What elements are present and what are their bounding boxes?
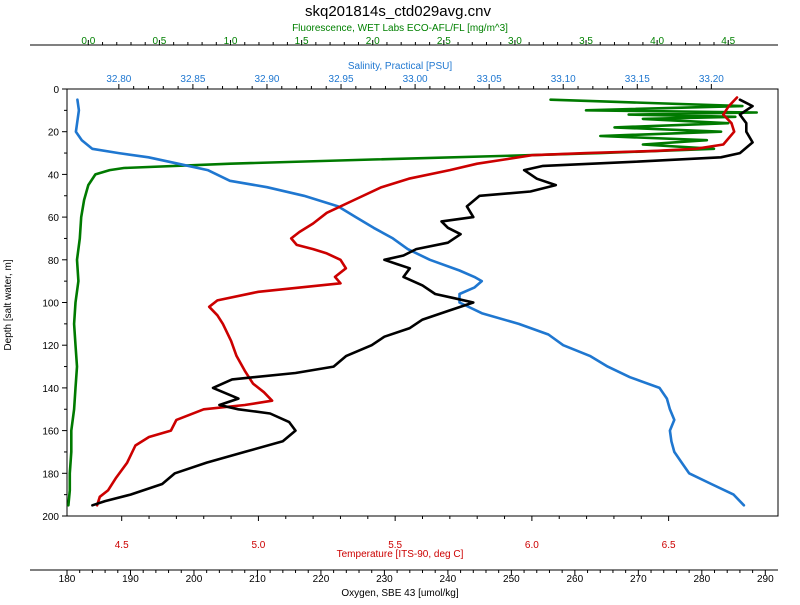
- salinity-tick-label: 33.05: [477, 74, 502, 85]
- y-tick-label: 80: [48, 256, 60, 267]
- y-tick-label: 20: [48, 128, 60, 139]
- plot-area: [66, 88, 779, 517]
- y-tick-label: 0: [53, 85, 59, 96]
- salinity-axis: 32.80 32.85 32.90 32.95 33.00 33.05 33.10 33.15…: [106, 61, 724, 89]
- axes-layer: 0 20 40 60 80 100 120 140 160 180 200 0.0 0.5 1.0 1.5 2…: [30, 23, 778, 599]
- salinity-profile-line: [74, 98, 746, 507]
- y-tick-label: 100: [42, 299, 59, 310]
- oxygen-axis-label: Oxygen, SBE 43 [umol/kg]: [341, 588, 459, 599]
- fluorescence-tick-label: 2.0: [366, 36, 380, 47]
- oxygen-tick-label: 260: [567, 574, 584, 585]
- temperature-tick-label: 4.5: [115, 540, 129, 551]
- oxygen-tick-label: 290: [757, 574, 774, 585]
- salinity-tick-label: 32.80: [106, 74, 131, 85]
- oxygen-tick-label: 250: [503, 574, 520, 585]
- y-tick-label: 200: [42, 512, 59, 523]
- fluorescence-profile-line: [67, 98, 759, 507]
- temperature-tick-label: 5.5: [388, 540, 402, 551]
- salinity-tick-label: 33.15: [625, 74, 650, 85]
- y-tick-label: 120: [42, 341, 59, 352]
- oxygen-tick-label: 210: [249, 574, 266, 585]
- oxygen-axis: 180 190 200 210 220 230 240 250 260 270 280 290 Oxyg…: [30, 569, 778, 599]
- oxygen-tick-label: 230: [376, 574, 393, 585]
- fluorescence-tick-label: 0.5: [152, 36, 166, 47]
- temperature-tick-label: 5.0: [251, 540, 265, 551]
- salinity-tick-label: 33.20: [699, 74, 724, 85]
- y-tick-label: 180: [42, 469, 59, 480]
- fluorescence-axis-label: Fluorescence, WET Labs ECO-AFL/FL [mg/m^…: [292, 23, 508, 34]
- temperature-axis: 4.5 5.0 5.5 6.0 6.5 Temperature [ITS-90, deg …: [115, 516, 676, 560]
- temperature-profile-line: [95, 96, 739, 507]
- salinity-tick-label: 32.90: [254, 74, 279, 85]
- temperature-tick-label: 6.0: [525, 540, 539, 551]
- oxygen-tick-label: 240: [440, 574, 457, 585]
- salinity-tick-label: 32.85: [180, 74, 205, 85]
- y-tick-label: 160: [42, 427, 59, 438]
- fluorescence-tick-label: 3.5: [579, 36, 593, 47]
- fluorescence-tick-label: 1.5: [295, 36, 309, 47]
- temperature-tick-label: 6.5: [662, 540, 676, 551]
- chart-title: skq201814s_ctd029avg.cnv: [305, 3, 491, 20]
- y-axis-label: Depth [salt water, m]: [3, 259, 14, 350]
- salinity-tick-label: 33.10: [551, 74, 576, 85]
- oxygen-tick-label: 220: [313, 574, 330, 585]
- oxygen-profile-line: [91, 98, 754, 507]
- y-tick-label: 140: [42, 384, 59, 395]
- fluorescence-tick-label: 0.0: [81, 36, 95, 47]
- oxygen-tick-label: 190: [122, 574, 139, 585]
- oxygen-tick-label: 270: [630, 574, 647, 585]
- fluorescence-tick-label: 3.0: [508, 36, 522, 47]
- y-tick-label: 60: [48, 213, 60, 224]
- oxygen-tick-label: 200: [186, 574, 203, 585]
- fluorescence-tick-label: 4.0: [650, 36, 664, 47]
- oxygen-tick-label: 180: [59, 574, 76, 585]
- salinity-tick-label: 32.95: [329, 74, 354, 85]
- salinity-axis-label: Salinity, Practical [PSU]: [348, 61, 453, 72]
- series-layer: [67, 96, 759, 507]
- fluorescence-tick-label: 2.5: [437, 36, 451, 47]
- fluorescence-tick-label: 4.5: [721, 36, 735, 47]
- y-tick-label: 40: [48, 170, 60, 181]
- oxygen-tick-label: 280: [693, 574, 710, 585]
- temperature-axis-label: Temperature [ITS-90, deg C]: [337, 549, 464, 560]
- fluorescence-axis: 0.0 0.5 1.0 1.5 2.0 2.5 3.0 3.5 4.0 4.5 Fluorescen…: [30, 23, 778, 47]
- fluorescence-tick-label: 1.0: [224, 36, 238, 47]
- salinity-tick-label: 33.00: [403, 74, 428, 85]
